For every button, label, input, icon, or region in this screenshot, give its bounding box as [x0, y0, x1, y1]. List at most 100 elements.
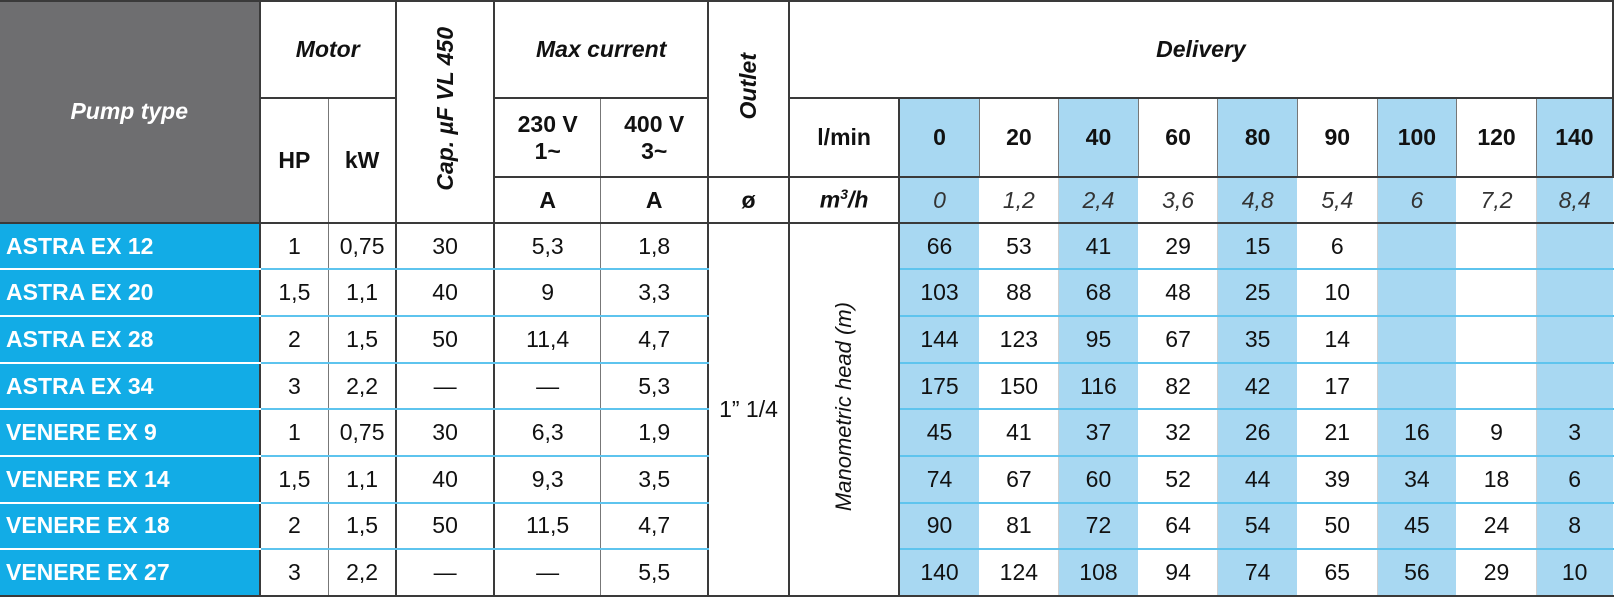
head-value: 50 [1297, 502, 1378, 551]
voltage-230-header: 230 V 1~ [494, 98, 602, 179]
head-value: 17 [1297, 362, 1378, 411]
current-230-value: 6,3 [494, 408, 602, 458]
cap-value: 40 [395, 456, 496, 504]
flow-lmin-cell: 40 [1058, 98, 1139, 179]
pump-name: VENERE EX 9 [0, 408, 261, 458]
head-value: 64 [1138, 502, 1219, 551]
outlet-unit: ø [708, 177, 790, 224]
pump-name: ASTRA EX 28 [0, 316, 261, 364]
current-400-value: 1,9 [600, 408, 710, 458]
head-value [1456, 362, 1537, 411]
hp-value: 3 [259, 362, 330, 411]
head-value [1377, 316, 1458, 364]
hp-header: HP [259, 98, 330, 224]
manometric-head-label: Manometric head (m) [831, 301, 857, 511]
head-value: 29 [1456, 549, 1537, 597]
current-230-value: — [494, 549, 602, 597]
pump-name: VENERE EX 14 [0, 456, 261, 504]
head-value: 24 [1456, 502, 1537, 551]
current-230-value: — [494, 362, 602, 411]
head-value: 123 [979, 316, 1060, 364]
head-value: 140 [899, 549, 980, 597]
flow-lmin-cell: 0 [899, 98, 980, 179]
pump-name: VENERE EX 18 [0, 502, 261, 551]
table-row: ASTRA EX 12 1 0,75 30 5,3 1,8 1” 1/4 Man… [0, 222, 1614, 597]
head-value: 45 [1377, 502, 1458, 551]
outlet-header: Outlet [708, 0, 790, 179]
capacitor-label: Cap. µF VL 450 [431, 27, 458, 191]
head-value: 94 [1138, 549, 1219, 597]
cap-value: — [395, 549, 496, 597]
head-value [1456, 316, 1537, 364]
current-400-value: 1,8 [600, 222, 710, 271]
flow-m3h-cell: 1,2 [979, 177, 1060, 224]
cap-value: 30 [395, 222, 496, 271]
head-value: 95 [1058, 316, 1139, 364]
head-value [1536, 362, 1614, 411]
manometric-head-label-cell: Manometric head (m) [788, 222, 901, 597]
current-230-value: 5,3 [494, 222, 602, 271]
head-value: 108 [1058, 549, 1139, 597]
hp-value: 1,5 [259, 456, 330, 504]
head-value: 6 [1297, 222, 1378, 271]
m3h-header: m3/h [788, 177, 901, 224]
pump-name: ASTRA EX 12 [0, 222, 261, 271]
head-value: 81 [979, 502, 1060, 551]
kw-value: 0,75 [328, 222, 397, 271]
head-value: 42 [1217, 362, 1298, 411]
current-400-value: 3,3 [600, 269, 710, 318]
head-value: 9 [1456, 408, 1537, 458]
current-230-value: 11,5 [494, 502, 602, 551]
head-value: 88 [979, 269, 1060, 318]
head-value: 10 [1536, 549, 1614, 597]
flow-lmin-cell: 100 [1377, 98, 1458, 179]
cap-value: 50 [395, 502, 496, 551]
head-value: 14 [1297, 316, 1378, 364]
kw-value: 1,5 [328, 316, 397, 364]
head-value: 67 [1138, 316, 1219, 364]
kw-header: kW [328, 98, 397, 224]
delivery-header: Delivery [788, 0, 1614, 100]
head-value: 56 [1377, 549, 1458, 597]
table-row: VENERE EX 14 1,5 1,1 40 9,3 3,5 74 67 60… [0, 456, 1614, 504]
current-230-value: 11,4 [494, 316, 602, 364]
hp-value: 3 [259, 549, 330, 597]
outlet-value: 1” 1/4 [708, 222, 790, 597]
head-value: 74 [1217, 549, 1298, 597]
flow-m3h-cell: 5,4 [1297, 177, 1378, 224]
current-230-value: 9,3 [494, 456, 602, 504]
voltage-230-line2: 1~ [534, 137, 561, 164]
lmin-header: l/min [788, 98, 901, 179]
kw-value: 0,75 [328, 408, 397, 458]
head-value: 8 [1536, 502, 1614, 551]
flow-m3h-cell: 2,4 [1058, 177, 1139, 224]
head-value [1536, 269, 1614, 318]
head-value: 21 [1297, 408, 1378, 458]
head-value: 45 [899, 408, 980, 458]
head-value: 116 [1058, 362, 1139, 411]
current-230-value: 9 [494, 269, 602, 318]
head-value: 44 [1217, 456, 1298, 504]
hp-value: 1,5 [259, 269, 330, 318]
flow-lmin-cell: 140 [1536, 98, 1614, 179]
outlet-label: Outlet [735, 52, 761, 120]
current-400-value: 4,7 [600, 502, 710, 551]
kw-value: 2,2 [328, 362, 397, 411]
table-row: ASTRA EX 20 1,5 1,1 40 9 3,3 103 88 68 4… [0, 269, 1614, 318]
table-row: ASTRA EX 28 2 1,5 50 11,4 4,7 144 123 95… [0, 316, 1614, 364]
voltage-400-line1: 400 V [624, 110, 685, 137]
flow-m3h-cell: 4,8 [1217, 177, 1298, 224]
m3h-base: m [819, 186, 841, 213]
table-row: VENERE EX 18 2 1,5 50 11,5 4,7 90 81 72 … [0, 502, 1614, 551]
flow-m3h-cell: 6 [1377, 177, 1458, 224]
head-value: 68 [1058, 269, 1139, 318]
head-value: 72 [1058, 502, 1139, 551]
head-value [1456, 269, 1537, 318]
flow-lmin-cell: 20 [979, 98, 1060, 179]
motor-header: Motor [259, 0, 397, 100]
head-value [1377, 222, 1458, 271]
head-value: 39 [1297, 456, 1378, 504]
current-400-value: 5,3 [600, 362, 710, 411]
head-value: 74 [899, 456, 980, 504]
